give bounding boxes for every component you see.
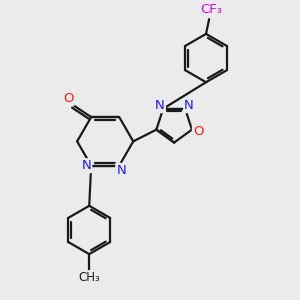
Text: O: O bbox=[63, 92, 74, 105]
Text: CF₃: CF₃ bbox=[200, 3, 222, 16]
Text: CH₃: CH₃ bbox=[78, 271, 100, 284]
Text: N: N bbox=[184, 99, 194, 112]
Text: N: N bbox=[82, 159, 92, 172]
Text: N: N bbox=[155, 99, 165, 112]
Text: O: O bbox=[193, 125, 203, 138]
Text: N: N bbox=[116, 164, 126, 177]
